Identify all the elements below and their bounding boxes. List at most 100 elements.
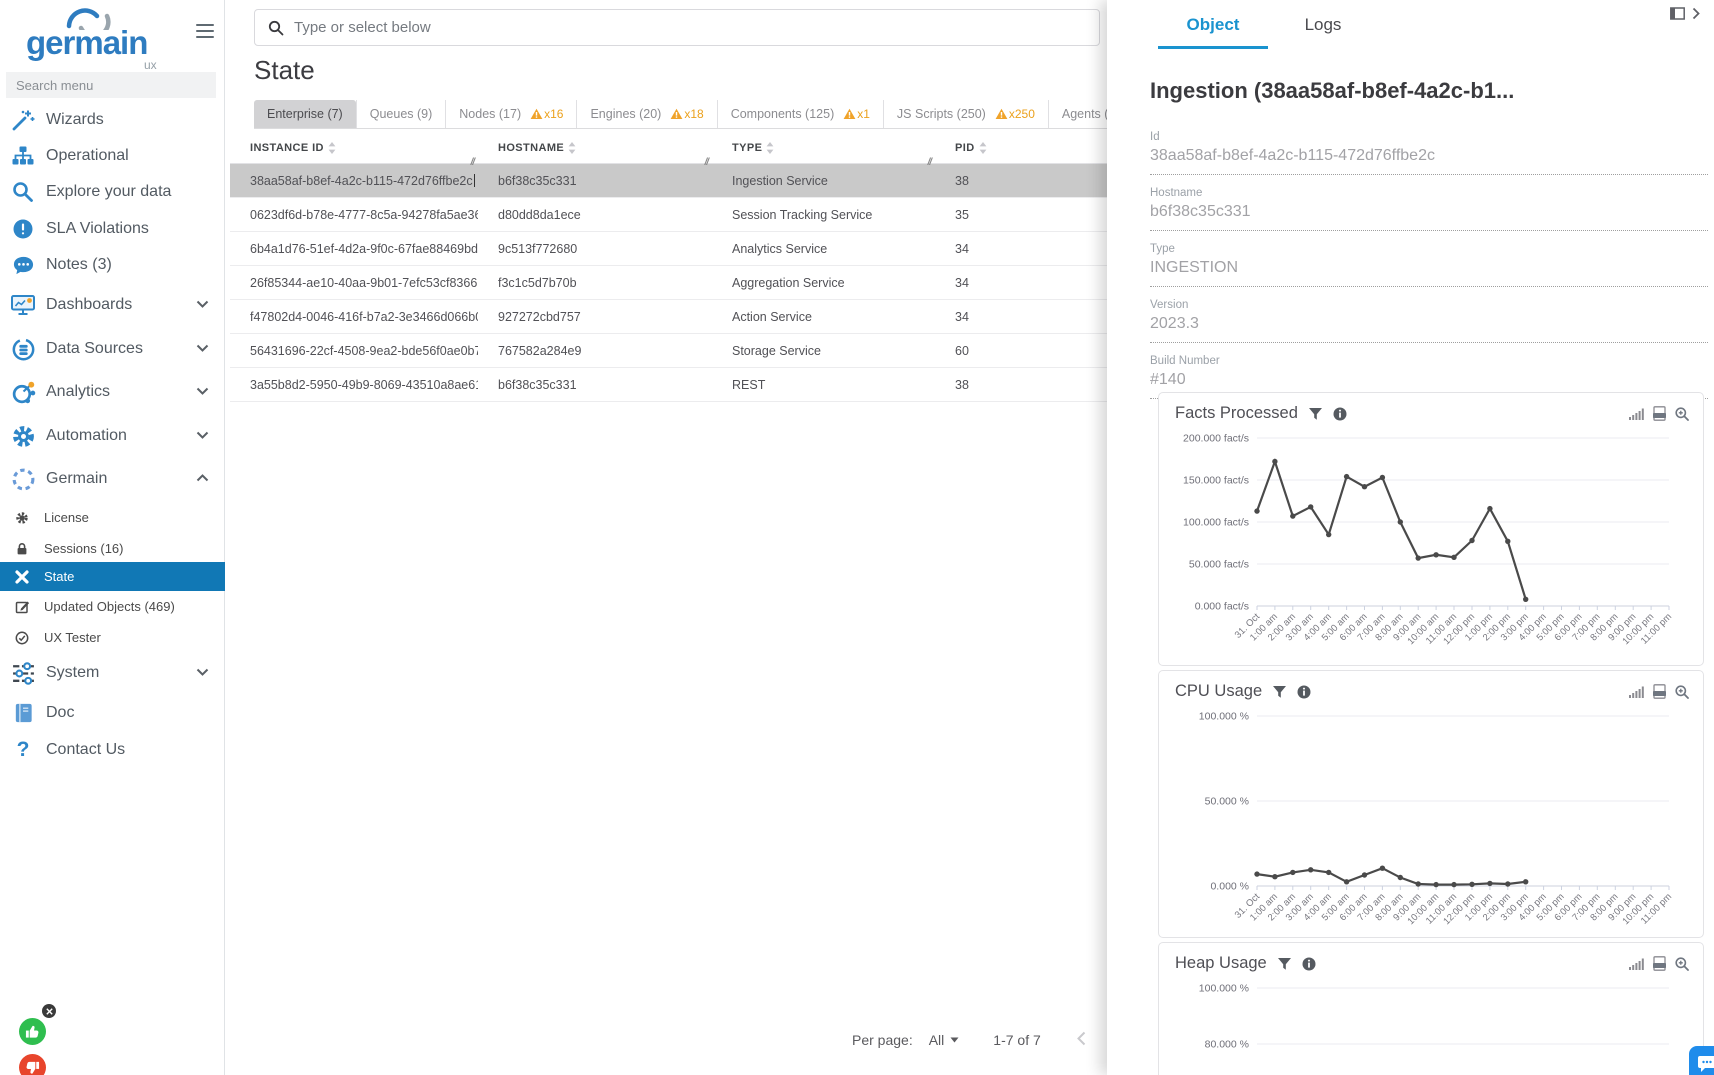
- cpu-usage-chart: 100.000 %50.000 %0.000 %31. Oct1:00 am2:…: [1165, 707, 1683, 938]
- column-header-instance-id[interactable]: INSTANCE ID//: [230, 142, 478, 154]
- column-resize-handle[interactable]: //: [470, 157, 474, 168]
- gear-small-icon: [0, 511, 44, 525]
- expand-panel-icon[interactable]: [1670, 7, 1685, 20]
- thumbs-down-icon: [25, 1060, 40, 1075]
- question-mark-icon: ?: [0, 738, 46, 762]
- sidebar-item-explore[interactable]: Explore your data: [0, 178, 225, 206]
- filter-funnel-icon[interactable]: [1272, 685, 1287, 699]
- info-icon[interactable]: [1333, 407, 1347, 421]
- tab-components[interactable]: Components (125)x1: [717, 100, 883, 128]
- sidebar-item-wizards[interactable]: Wizards: [0, 106, 225, 134]
- tab-object[interactable]: Object: [1158, 15, 1268, 49]
- info-icon[interactable]: [1302, 957, 1316, 971]
- svg-text:0.000 fact/s: 0.000 fact/s: [1195, 601, 1249, 613]
- sort-icon[interactable]: [979, 142, 987, 154]
- sidebar-search-input[interactable]: [6, 72, 216, 98]
- chevron-up-icon: [196, 470, 209, 488]
- sidebar-item-sessions[interactable]: Sessions (16): [0, 534, 225, 563]
- bar-chart-icon[interactable]: [1629, 408, 1644, 420]
- sort-icon[interactable]: [328, 142, 336, 154]
- table-row[interactable]: 3a55b8d2-5950-49b9-8069-43510a8ae611b6f3…: [230, 368, 1140, 402]
- per-page-select[interactable]: All: [929, 1032, 960, 1048]
- tab-queues[interactable]: Queues (9): [356, 100, 446, 128]
- chat-bubble-icon: [1697, 1055, 1714, 1073]
- column-resize-handle[interactable]: //: [704, 157, 708, 168]
- column-header-hostname[interactable]: HOSTNAME//: [478, 142, 712, 154]
- chat-widget-button[interactable]: [1689, 1046, 1714, 1075]
- csv-export-icon[interactable]: [1653, 684, 1666, 699]
- chevron-down-icon: [196, 383, 209, 401]
- lock-icon: [0, 542, 44, 556]
- zoom-in-icon[interactable]: [1675, 957, 1689, 971]
- sort-icon[interactable]: [766, 142, 774, 154]
- csv-export-icon[interactable]: [1653, 956, 1666, 971]
- csv-export-icon[interactable]: [1653, 406, 1666, 421]
- table-row[interactable]: 26f85344-ae10-40aa-9b01-7efc53cf8366f3c1…: [230, 266, 1140, 300]
- sidebar-item-operational[interactable]: Operational: [0, 142, 225, 170]
- alert-circle-icon: [0, 218, 46, 240]
- sidebar-item-germain[interactable]: Germain: [0, 465, 225, 493]
- filter-funnel-icon[interactable]: [1308, 407, 1323, 421]
- object-fields: Id 38aa58af-b8ef-4a2c-b115-472d76ffbe2c …: [1150, 130, 1708, 410]
- entity-tabs: Enterprise (7) Queues (9) Nodes (17)x16 …: [254, 100, 1251, 129]
- sidebar-item-state[interactable]: State: [0, 562, 225, 591]
- tab-js-scripts[interactable]: JS Scripts (250)x250: [883, 100, 1048, 128]
- pagination: Per page: All 1-7 of 7: [852, 1031, 1125, 1049]
- tab-engines[interactable]: Engines (20)x18: [576, 100, 716, 128]
- feedback-close-button[interactable]: [42, 1004, 56, 1018]
- per-page-label: Per page:: [852, 1032, 913, 1048]
- table-row[interactable]: 38aa58af-b8ef-4a2c-b115-472d76ffbe2c b6f…: [230, 164, 1140, 198]
- info-icon[interactable]: [1297, 685, 1311, 699]
- germain-logo[interactable]: germain ux: [26, 6, 147, 44]
- table-row[interactable]: 0623df6d-b78e-4777-8c5a-94278fa5ae36d80d…: [230, 198, 1140, 232]
- field-type: Type INGESTION: [1150, 242, 1708, 287]
- column-header-type[interactable]: TYPE//: [712, 142, 935, 154]
- svg-text:100.000 %: 100.000 %: [1199, 983, 1249, 995]
- dashed-circle-icon: [0, 467, 46, 492]
- sidebar-item-updated-objects[interactable]: Updated Objects (469): [0, 592, 225, 621]
- thumbs-up-icon: [25, 1024, 40, 1039]
- sidebar-item-dashboards[interactable]: Dashboards: [0, 291, 225, 319]
- global-search-bar[interactable]: [254, 9, 1100, 46]
- search-input[interactable]: [294, 19, 1086, 36]
- table-row[interactable]: f47802d4-0046-416f-b7a2-3e3466d066b09272…: [230, 300, 1140, 334]
- previous-page-button[interactable]: [1077, 1031, 1086, 1049]
- sidebar-item-data-sources[interactable]: Data Sources: [0, 335, 225, 363]
- sidebar-item-sla-violations[interactable]: SLA Violations: [0, 215, 225, 243]
- tab-nodes[interactable]: Nodes (17)x16: [445, 100, 576, 128]
- table-row[interactable]: 6b4a1d76-51ef-4d2a-9f0c-67fae88469bd9c51…: [230, 232, 1140, 266]
- svg-text:200.000 fact/s: 200.000 fact/s: [1183, 433, 1249, 445]
- chart-title: CPU Usage: [1175, 682, 1262, 701]
- object-detail-panel: Object Logs Ingestion (38aa58af-b8ef-4a2…: [1107, 0, 1714, 1075]
- tab-enterprise[interactable]: Enterprise (7): [254, 100, 356, 128]
- field-version: Version 2023.3: [1150, 298, 1708, 343]
- chevron-down-icon: [196, 340, 209, 358]
- bar-chart-icon[interactable]: [1629, 686, 1644, 698]
- zoom-in-icon[interactable]: [1675, 407, 1689, 421]
- thumbs-down-button[interactable]: [19, 1054, 46, 1075]
- sort-icon[interactable]: [568, 142, 576, 154]
- sidebar-item-contact-us[interactable]: ? Contact Us: [0, 736, 225, 764]
- sidebar-item-notes[interactable]: Notes (3): [0, 251, 225, 279]
- column-resize-handle[interactable]: //: [927, 157, 931, 168]
- filter-funnel-icon[interactable]: [1277, 957, 1292, 971]
- bar-chart-icon[interactable]: [1629, 958, 1644, 970]
- sidebar-item-analytics[interactable]: Analytics: [0, 378, 225, 406]
- state-table: INSTANCE ID// HOSTNAME// TYPE// PID// 38…: [230, 133, 1140, 402]
- table-row[interactable]: 56431696-22cf-4508-9ea2-bde56f0ae0b77675…: [230, 334, 1140, 368]
- analytics-icon: [0, 380, 46, 405]
- sidebar-item-automation[interactable]: Automation: [0, 422, 225, 450]
- gear-icon: [0, 424, 46, 449]
- sidebar-item-ux-tester[interactable]: UX Tester: [0, 623, 225, 652]
- menu-toggle-icon[interactable]: [196, 24, 214, 41]
- app-root: germain ux Wizards Operational Explore y…: [0, 0, 1714, 1075]
- sidebar-item-license[interactable]: License: [0, 503, 225, 532]
- collapse-panel-chevron-icon[interactable]: [1692, 7, 1700, 20]
- thumbs-up-button[interactable]: [19, 1018, 46, 1045]
- tab-logs[interactable]: Logs: [1268, 15, 1378, 49]
- warning-triangle-icon: [995, 108, 1008, 120]
- sidebar-item-system[interactable]: System: [0, 659, 225, 687]
- sidebar-item-doc[interactable]: Doc: [0, 699, 225, 727]
- zoom-in-icon[interactable]: [1675, 685, 1689, 699]
- logo-sub: ux: [144, 58, 157, 72]
